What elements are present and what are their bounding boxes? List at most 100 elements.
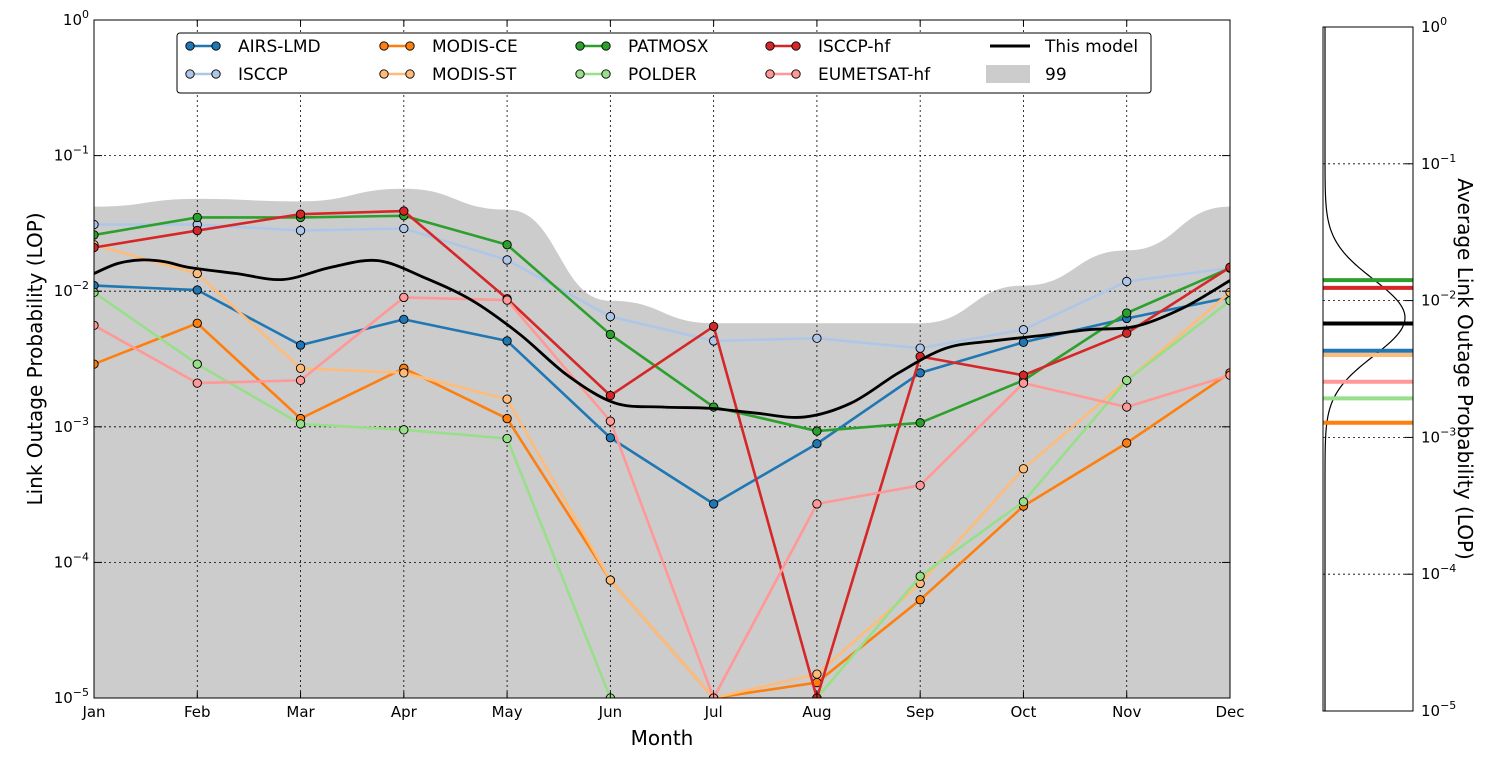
point-modis-st-oct (1018, 464, 1029, 474)
legend-marker-polder (601, 69, 611, 79)
point-airs-lmd-mar (295, 340, 306, 350)
series-line-eumetsat-hf (94, 296, 1230, 698)
point-airs-lmd-apr (399, 314, 409, 325)
point-eumetsat-hf-dec (1225, 370, 1230, 380)
point-isccp-may (502, 255, 512, 265)
x-tick-label-aug: Aug (802, 703, 831, 721)
point-isccp-nov (1122, 276, 1132, 287)
series-line-polder (94, 291, 1230, 698)
series-line-this-model (94, 258, 1230, 419)
legend-label-isccp-hf: ISCCP-hf (818, 37, 891, 57)
legend-label-this-model: This model (1044, 37, 1138, 57)
legend-marker-modis-ce (379, 41, 389, 51)
point-isccp-hf-mar (295, 209, 306, 219)
point-eumetsat-hf-nov (1122, 402, 1132, 412)
point-modis-ce-nov (1122, 438, 1132, 448)
point-polder-mar (295, 419, 306, 429)
point-polder-apr (399, 425, 409, 435)
x-axis-title: Month (631, 726, 694, 750)
point-polder-sep (915, 571, 925, 581)
legend-marker-modis-st (379, 69, 389, 79)
x-tick-label-apr: Apr (391, 703, 418, 721)
legend-label-airs-lmd: AIRS-LMD (238, 37, 321, 57)
legend-swatch-band (986, 65, 1030, 83)
legend-marker-modis-ce (405, 41, 415, 51)
point-modis-ce-may (502, 413, 512, 424)
point-airs-lmd-aug (812, 439, 822, 449)
point-isccp-oct (1018, 325, 1029, 335)
legend-marker-isccp-hf (765, 41, 775, 51)
legend-marker-eumetsat-hf (765, 69, 775, 79)
legend-marker-isccp (185, 69, 195, 79)
legend-frame (176, 32, 1152, 94)
side-y-tick-label: 10−2 (1421, 289, 1456, 310)
point-polder-may (502, 433, 512, 444)
point-airs-lmd-may (502, 336, 512, 346)
side-y-tick-label: 10−1 (1421, 152, 1456, 173)
point-patmosx-jun (605, 329, 616, 340)
point-polder-oct (1018, 497, 1029, 507)
point-polder-dec (1225, 296, 1230, 306)
x-tick-label-may: May (492, 703, 523, 721)
point-airs-lmd-jul (708, 499, 719, 509)
point-patmosx-may (502, 240, 512, 250)
point-modis-ce-sep (915, 595, 925, 605)
point-airs-lmd-feb (192, 285, 202, 295)
point-patmosx-nov (1122, 308, 1132, 318)
point-isccp-hf-apr (399, 206, 409, 216)
x-tick-label-feb: Feb (184, 703, 211, 721)
x-tick-label-jul: Jul (704, 703, 723, 721)
legend-marker-patmosx (575, 41, 585, 51)
point-isccp-hf-oct (1018, 370, 1029, 380)
legend-marker-airs-lmd (185, 41, 195, 51)
legend-marker-eumetsat-hf (791, 69, 801, 79)
legend: AIRS-LMD ISCCP MODIS-CE MODIS-ST PATMOSX POLD… (176, 32, 1152, 94)
point-modis-st-dec (1225, 287, 1230, 298)
legend-label-band: 99 (1045, 65, 1067, 85)
side-series-group (1323, 27, 1413, 711)
point-airs-lmd-oct (1018, 337, 1029, 347)
confidence-band-99 (94, 188, 1230, 698)
legend-marker-modis-st (405, 69, 415, 79)
side-y-tick-label: 100 (1421, 15, 1447, 36)
y-tick-label: 100 (63, 8, 89, 29)
series-line-isccp-hf (94, 209, 1230, 698)
point-patmosx-sep (915, 418, 925, 428)
point-eumetsat-hf-mar (295, 375, 306, 386)
legend-marker-polder (575, 69, 585, 79)
point-polder-jul (709, 748, 717, 756)
main-frame (93, 19, 1231, 699)
legend-label-patmosx: PATMOSX (628, 37, 709, 57)
main-plot: Jan Feb Mar Apr May Jun Jul Aug Sep Oct Nov Dec 100 1… (23, 8, 1245, 756)
point-eumetsat-hf-sep (915, 480, 925, 491)
point-isccp-mar (295, 225, 306, 236)
point-isccp-hf-nov (1122, 328, 1132, 338)
point-modis-st-may (502, 394, 512, 404)
x-tick-label-jan: Jan (81, 703, 105, 721)
legend-label-eumetsat-hf: EUMETSAT-hf (818, 65, 931, 85)
distribution-curve (1324, 27, 1406, 711)
x-tick-label-sep: Sep (906, 703, 934, 721)
legend-label-polder: POLDER (628, 65, 697, 85)
series-line-airs-lmd (94, 284, 1230, 506)
point-isccp-hf-jun (605, 390, 616, 401)
point-isccp-aug (812, 333, 822, 343)
x-tick-label-nov: Nov (1112, 703, 1141, 721)
point-polder-feb (192, 359, 202, 369)
point-isccp-hf-dec (1225, 262, 1230, 272)
point-polder-nov (1122, 375, 1132, 386)
legend-marker-isccp (211, 69, 221, 79)
point-isccp-apr (399, 223, 409, 234)
point-patmosx-aug (812, 426, 822, 436)
series-line-modis-st (94, 243, 1230, 698)
point-modis-st-mar (295, 363, 306, 373)
y-axis-title: Link Outage Probability (LOP) (23, 212, 47, 505)
legend-label-modis-st: MODIS-ST (432, 65, 517, 85)
side-frame (1322, 26, 1414, 712)
side-plot: 100 10−1 10−2 10−3 10−4 10−5 Average Link Outa… (1322, 15, 1477, 720)
y-tick-label: 10−3 (54, 415, 89, 436)
point-eumetsat-hf-apr (399, 292, 409, 303)
side-y-tick-label: 10−5 (1421, 699, 1456, 720)
legend-marker-patmosx (601, 41, 611, 51)
